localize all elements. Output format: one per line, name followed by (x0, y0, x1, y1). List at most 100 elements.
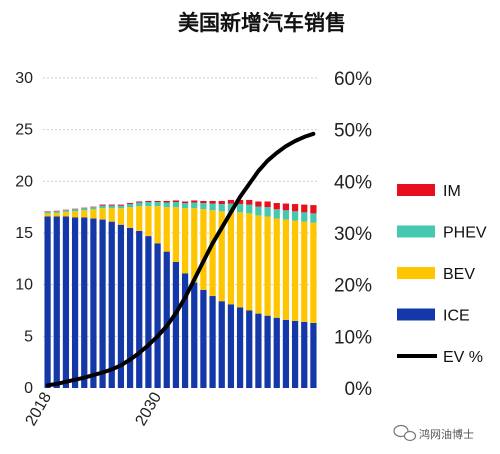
bar-phev-2026 (117, 205, 125, 209)
bar-ice-2041 (255, 313, 262, 388)
bar-im-2041 (255, 201, 262, 207)
bar-bev-2029 (145, 206, 152, 237)
bar-bev-2046 (301, 221, 308, 322)
bar-ice-2022 (81, 217, 88, 388)
bar-phev-2044 (282, 210, 290, 220)
y-tick-label: 0 (24, 380, 33, 397)
bar-im-2028 (136, 201, 143, 203)
bar-phev-2043 (273, 209, 280, 219)
x-axis-ticks: 2018 2030 (23, 389, 166, 428)
series-line-ev (45, 131, 316, 388)
bar-ice-2043 (273, 317, 280, 388)
bar-ice-2044 (282, 319, 290, 388)
bar-phev-2034 (191, 202, 198, 209)
bar-bev-2043 (273, 218, 280, 318)
bar-ice-2036 (209, 296, 216, 388)
bar-phev-2024 (99, 205, 106, 209)
y2-tick-label: 20% (334, 276, 372, 297)
bar-phev-2045 (291, 211, 299, 221)
bar-phev-2041 (255, 206, 262, 216)
y2-tick-label: 0% (345, 379, 373, 400)
y-tick-label: 30 (15, 70, 33, 87)
legend-label: PHEV (443, 225, 487, 242)
bar-im-2040 (246, 199, 253, 205)
bar-phev-2030 (154, 202, 161, 207)
bar-im-2029 (145, 200, 152, 202)
bar-im-2034 (191, 200, 198, 203)
bar-ice-2038 (227, 304, 235, 388)
bar-im-2019 (53, 210, 60, 212)
bar-ice-2027 (126, 227, 134, 388)
bar-ice-2030 (154, 243, 161, 388)
bar-phev-2038 (227, 203, 235, 212)
bar-bev-2033 (181, 208, 189, 274)
y2-tick-label: 30% (334, 224, 372, 245)
legend: IM PHEV BEV ICE EV % (397, 183, 487, 366)
bar-phev-2042 (264, 207, 271, 217)
y2-tick-label: 60% (334, 69, 372, 90)
bar-im-2046 (301, 204, 308, 213)
y2-tick-label: 10% (334, 327, 372, 348)
bar-phev-2019 (53, 211, 60, 213)
watermark-text: 鸿网油博士 (419, 427, 474, 441)
y-tick-label: 15 (15, 225, 33, 242)
bar-bev-2018 (44, 213, 51, 217)
bar-bev-2045 (291, 220, 299, 321)
bar-ice-2024 (99, 219, 106, 388)
legend-swatch-phev (397, 225, 435, 238)
bar-ice-2035 (200, 289, 207, 388)
bar-bev-2042 (264, 216, 271, 316)
bar-phev-2035 (200, 203, 207, 210)
bar-im-2022 (81, 207, 88, 209)
watermark: 鸿网油博士 (393, 424, 474, 442)
bar-phev-2020 (62, 210, 70, 212)
bar-im-2018 (44, 211, 51, 212)
bar-ice-2029 (145, 236, 152, 388)
bar-ice-2018 (44, 216, 51, 388)
bar-phev-2033 (181, 203, 189, 209)
y-tick-label: 10 (15, 277, 33, 294)
bar-bev-2044 (282, 219, 290, 320)
bar-phev-2022 (81, 208, 88, 211)
bar-ice-2040 (246, 310, 253, 388)
bar-im-2024 (99, 204, 106, 206)
bar-phev-2029 (145, 202, 152, 207)
bar-ice-2047 (310, 322, 317, 388)
bar-bev-2019 (53, 212, 60, 217)
bar-phev-2025 (108, 205, 115, 209)
y-tick-label: 20 (15, 173, 33, 190)
bar-bev-2032 (172, 207, 180, 262)
ev-line-layer (45, 131, 316, 388)
bar-im-2033 (181, 201, 189, 204)
y-tick-label: 5 (24, 328, 33, 345)
x-tick-label: 2030 (133, 389, 166, 428)
legend-label: EV % (443, 349, 483, 366)
bar-im-2027 (126, 203, 134, 205)
bar-phev-2047 (310, 213, 317, 223)
bar-im-2039 (236, 199, 244, 205)
bar-im-2037 (218, 200, 225, 205)
bar-bev-2034 (191, 208, 198, 283)
bar-bev-2025 (108, 208, 115, 222)
bar-im-2025 (108, 204, 115, 206)
bar-im-2043 (273, 203, 280, 210)
legend-label: BEV (443, 266, 475, 283)
bar-bev-2020 (62, 211, 70, 217)
bar-bev-2031 (163, 207, 170, 252)
bar-ice-2031 (163, 251, 170, 388)
bar-ice-2045 (291, 320, 299, 388)
bar-ice-2026 (117, 224, 125, 388)
bar-phev-2028 (136, 202, 143, 207)
legend-swatch-ice (397, 308, 435, 321)
legend-swatch-bev (397, 267, 435, 279)
legend-label: ICE (443, 308, 470, 325)
bar-ice-2039 (236, 307, 244, 388)
bars-layer (44, 199, 317, 388)
left-axis-ticks: 0 5 10 15 20 25 30 (15, 70, 33, 397)
bar-ice-2032 (172, 261, 180, 388)
bar-im-2038 (227, 199, 235, 204)
bar-phev-2039 (236, 204, 244, 213)
bar-phev-2032 (172, 202, 180, 208)
bar-bev-2039 (236, 212, 244, 308)
